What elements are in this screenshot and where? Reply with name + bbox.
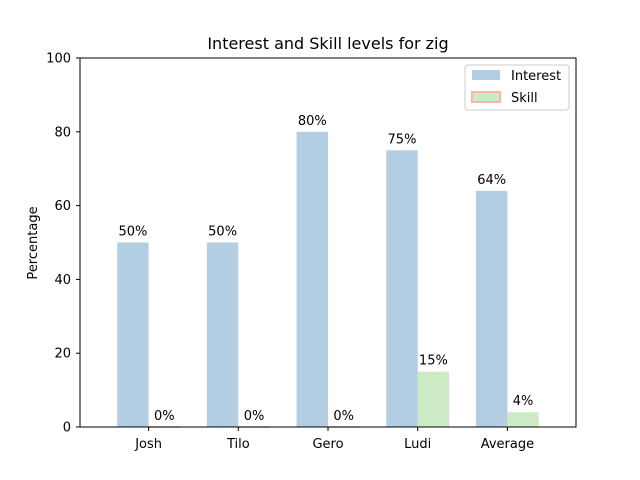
x-tick-label-gero: Gero bbox=[312, 437, 343, 452]
y-axis-label: Percentage bbox=[26, 206, 41, 279]
x-tick-label-tilo: Tilo bbox=[226, 437, 250, 452]
bar-interest-josh bbox=[117, 242, 149, 427]
data-label-interest-ludi: 75% bbox=[388, 132, 417, 147]
legend-swatch-skill bbox=[471, 91, 501, 103]
x-tick-label-josh: Josh bbox=[134, 437, 162, 452]
data-label-skill-josh: 0% bbox=[154, 409, 175, 424]
legend-label-interest: Interest bbox=[511, 69, 561, 84]
data-label-interest-tilo: 50% bbox=[208, 225, 237, 240]
x-axis-ticks: Josh Tilo Gero Ludi Average bbox=[134, 427, 534, 452]
bar-interest-tilo bbox=[206, 242, 239, 427]
bar-interest-ludi bbox=[386, 150, 418, 427]
bar-skill-ludi bbox=[417, 371, 450, 427]
legend-label-skill: Skill bbox=[511, 91, 538, 106]
y-tick-label-60: 60 bbox=[54, 199, 71, 214]
y-tick-label-40: 40 bbox=[54, 273, 71, 288]
data-label-skill-gero: 0% bbox=[333, 409, 354, 424]
data-label-interest-josh: 50% bbox=[118, 225, 147, 240]
data-label-interest-average: 64% bbox=[477, 173, 506, 188]
chart-title: Interest and Skill levels for zig bbox=[207, 34, 448, 53]
data-label-skill-ludi: 15% bbox=[419, 354, 448, 369]
y-tick-label-20: 20 bbox=[54, 347, 71, 362]
y-tick-label-100: 100 bbox=[46, 52, 71, 67]
y-axis-ticks: 0 20 40 60 80 100 bbox=[46, 52, 80, 436]
bar-interest-average bbox=[475, 190, 508, 427]
bars-layer bbox=[117, 131, 539, 428]
x-tick-label-ludi: Ludi bbox=[404, 437, 431, 452]
data-label-interest-gero: 80% bbox=[298, 114, 327, 129]
legend: Interest Skill bbox=[464, 64, 570, 111]
bar-skill-average bbox=[507, 412, 539, 427]
data-label-skill-average: 4% bbox=[513, 394, 534, 409]
data-labels-layer: 50% 50% 80% 75% 64% 0% 0% 0% 15% 4% bbox=[118, 114, 533, 424]
y-tick-label-0: 0 bbox=[63, 421, 71, 436]
legend-swatch-interest bbox=[472, 70, 500, 80]
bar-interest-gero bbox=[296, 131, 328, 428]
x-tick-label-average: Average bbox=[481, 437, 534, 452]
data-label-skill-tilo: 0% bbox=[244, 409, 265, 424]
y-tick-label-80: 80 bbox=[54, 125, 71, 140]
